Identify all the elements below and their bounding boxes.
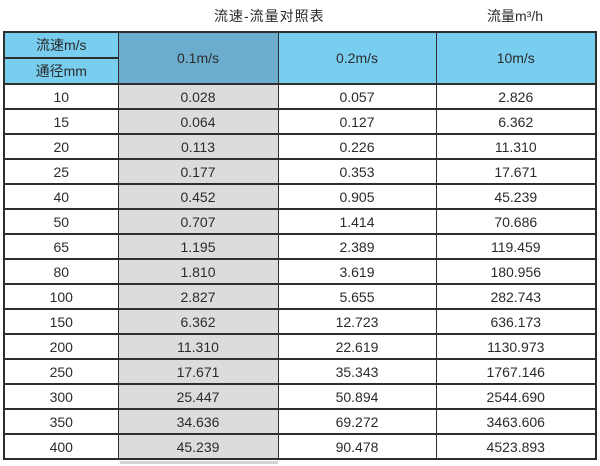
- flow-unit-label: 流量m³/h: [487, 8, 543, 24]
- flow-cell-10ms: 2544.690: [435, 383, 597, 410]
- table-row: 200 11.310 22.619 1130.973: [3, 333, 597, 360]
- flow-cell-0.1ms: 0.707: [117, 208, 279, 235]
- flow-cell-10ms: 119.459: [435, 233, 597, 260]
- table-row: 300 25.447 50.894 2544.690: [3, 383, 597, 410]
- title-bar: 流速-流量对照表 流量m³/h: [0, 0, 600, 30]
- flow-cell-0.1ms: 34.636: [117, 408, 279, 435]
- flow-cell-0.2ms: 50.894: [277, 383, 437, 410]
- flow-cell-0.2ms: 3.619: [277, 258, 437, 285]
- diameter-cell: 65: [3, 233, 119, 260]
- flow-cell-10ms: 17.671: [435, 158, 597, 185]
- flow-cell-0.2ms: 69.272: [277, 408, 437, 435]
- header-velocity-label: 流速m/s: [3, 31, 119, 59]
- flow-cell-10ms: 4523.893: [435, 433, 597, 460]
- table-row: 20 0.113 0.226 11.310: [3, 133, 597, 160]
- table-row: 65 1.195 2.389 119.459: [3, 233, 597, 260]
- flow-cell-0.2ms: 22.619: [277, 333, 437, 360]
- flow-cell-0.2ms: 2.389: [277, 233, 437, 260]
- table-row: 80 1.810 3.619 180.956: [3, 258, 597, 285]
- page-title: 流速-流量对照表: [214, 8, 325, 24]
- flow-cell-10ms: 180.956: [435, 258, 597, 285]
- flow-cell-10ms: 636.173: [435, 308, 597, 335]
- diameter-cell: 150: [3, 308, 119, 335]
- table-row: 10 0.028 0.057 2.826: [3, 83, 597, 110]
- flow-cell-0.2ms: 5.655: [277, 283, 437, 310]
- flow-cell-0.2ms: 0.353: [277, 158, 437, 185]
- flow-cell-0.2ms: 90.478: [277, 433, 437, 460]
- flow-cell-0.2ms: 0.226: [277, 133, 437, 160]
- flow-cell-0.2ms: 35.343: [277, 358, 437, 385]
- flow-cell-10ms: 3463.606: [435, 408, 597, 435]
- table-row: 400 45.239 90.478 4523.893: [3, 433, 597, 460]
- table-header: 流速m/s 0.1m/s 0.2m/s 10m/s 通径mm: [3, 31, 597, 85]
- flow-cell-0.1ms: 1.810: [117, 258, 279, 285]
- flow-cell-10ms: 11.310: [435, 133, 597, 160]
- header-col-10ms: 10m/s: [435, 31, 597, 85]
- table-body: 10 0.028 0.057 2.826 15 0.064 0.127 6.36…: [3, 83, 597, 460]
- flow-cell-0.2ms: 1.414: [277, 208, 437, 235]
- flow-cell-0.1ms: 11.310: [117, 333, 279, 360]
- table-row: 150 6.362 12.723 636.173: [3, 308, 597, 335]
- flow-cell-10ms: 45.239: [435, 183, 597, 210]
- header-col-0.1ms: 0.1m/s: [117, 31, 279, 85]
- table-row: 250 17.671 35.343 1767.146: [3, 358, 597, 385]
- diameter-cell: 10: [3, 83, 119, 110]
- flow-cell-0.1ms: 0.028: [117, 83, 279, 110]
- flow-cell-0.2ms: 0.057: [277, 83, 437, 110]
- diameter-cell: 200: [3, 333, 119, 360]
- flow-cell-0.2ms: 0.127: [277, 108, 437, 135]
- diameter-cell: 250: [3, 358, 119, 385]
- table-row: 40 0.452 0.905 45.239: [3, 183, 597, 210]
- table-row: 15 0.064 0.127 6.362: [3, 108, 597, 135]
- header-diameter-label: 通径mm: [3, 57, 119, 85]
- diameter-cell: 80: [3, 258, 119, 285]
- gray-column-shadow: [120, 461, 278, 464]
- table-row: 50 0.707 1.414 70.686: [3, 208, 597, 235]
- table-row: 350 34.636 69.272 3463.606: [3, 408, 597, 435]
- diameter-cell: 25: [3, 158, 119, 185]
- flow-cell-0.1ms: 0.064: [117, 108, 279, 135]
- flow-cell-0.1ms: 2.827: [117, 283, 279, 310]
- flow-cell-0.1ms: 1.195: [117, 233, 279, 260]
- flow-cell-10ms: 2.826: [435, 83, 597, 110]
- diameter-cell: 50: [3, 208, 119, 235]
- flow-cell-0.2ms: 12.723: [277, 308, 437, 335]
- diameter-cell: 300: [3, 383, 119, 410]
- flow-cell-0.1ms: 17.671: [117, 358, 279, 385]
- header-col-0.2ms: 0.2m/s: [277, 31, 437, 85]
- flow-cell-0.1ms: 0.177: [117, 158, 279, 185]
- diameter-cell: 100: [3, 283, 119, 310]
- flow-cell-0.1ms: 25.447: [117, 383, 279, 410]
- flow-cell-0.1ms: 6.362: [117, 308, 279, 335]
- flow-cell-0.2ms: 0.905: [277, 183, 437, 210]
- flow-cell-10ms: 70.686: [435, 208, 597, 235]
- flow-cell-0.1ms: 0.113: [117, 133, 279, 160]
- flow-cell-0.1ms: 45.239: [117, 433, 279, 460]
- table-row: 100 2.827 5.655 282.743: [3, 283, 597, 310]
- diameter-cell: 350: [3, 408, 119, 435]
- flow-rate-table: 流速m/s 0.1m/s 0.2m/s 10m/s 通径mm 10 0.028 …: [3, 31, 597, 460]
- diameter-cell: 40: [3, 183, 119, 210]
- diameter-cell: 15: [3, 108, 119, 135]
- table-row: 25 0.177 0.353 17.671: [3, 158, 597, 185]
- diameter-cell: 20: [3, 133, 119, 160]
- flow-cell-10ms: 6.362: [435, 108, 597, 135]
- flow-cell-10ms: 1767.146: [435, 358, 597, 385]
- flow-cell-10ms: 1130.973: [435, 333, 597, 360]
- diameter-cell: 400: [3, 433, 119, 460]
- flow-cell-0.1ms: 0.452: [117, 183, 279, 210]
- flow-cell-10ms: 282.743: [435, 283, 597, 310]
